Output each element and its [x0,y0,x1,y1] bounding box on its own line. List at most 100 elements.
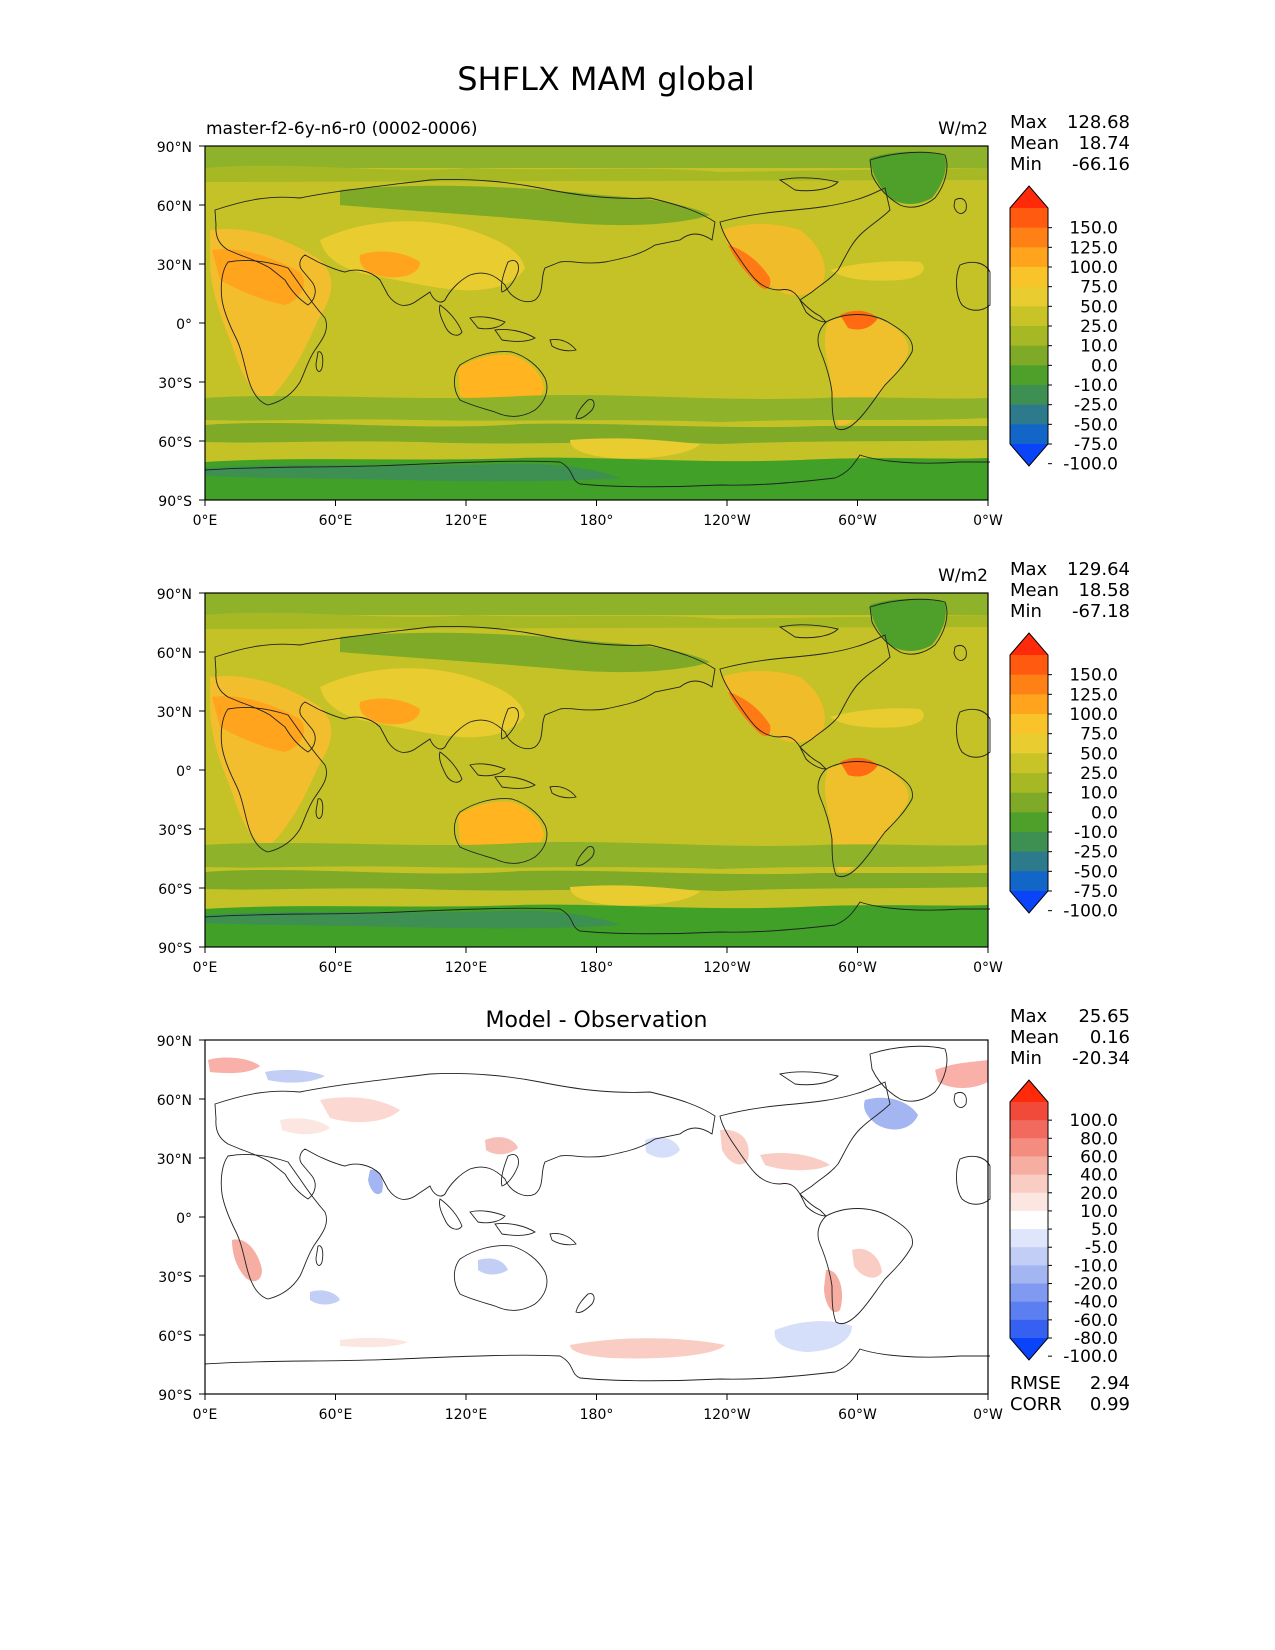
colorbar-cell [1010,1229,1048,1248]
colorbar-tick-label: 25.0 [1080,317,1118,337]
colorbar-tick-label: 100.0 [1069,1111,1118,1131]
colorbar-tick-label: 0.0 [1091,356,1118,376]
colorbar-tick-label: 100.0 [1069,705,1118,725]
colorbar-cell [1010,227,1048,248]
colorbar-extend-min [1010,444,1048,466]
colorbar-tick-label: 150.0 [1069,219,1118,239]
x-tick-label: 60°W [838,1407,877,1423]
colorbar-tick-label: 125.0 [1069,685,1118,705]
colorbar-tick-label: -75.0 [1074,435,1118,455]
colorbar-tick-label: 10.0 [1080,1202,1118,1222]
stat-mean-value: 18.74 [1078,133,1130,154]
colorbar-cell [1010,1301,1048,1321]
colorbar-cell [1010,792,1048,813]
colorbar-extend-max [1010,1080,1048,1102]
stat-min-value: -66.16 [1072,154,1130,175]
y-tick-label: 60°N [157,646,192,662]
stats-box: Max 128.68 Mean 18.74 Min -66.16 [1010,112,1130,175]
panel-model: master-f2-6y-n6-r0 (0002-0006) W/m2 [157,112,1130,529]
y-tick-label: 60°S [158,435,192,451]
colorbar-cell [1010,871,1048,892]
colorbar-cell [1010,1192,1048,1212]
y-axis: 90°N 60°N 30°N 0° 30°S 60°S 90°S [157,140,205,510]
colorbar-tick-label: -10.0 [1074,823,1118,843]
y-tick-label: 90°S [158,941,192,957]
colorbar-tick-label: 75.0 [1080,725,1118,745]
map-field [204,1039,991,1395]
y-tick-label: 30°S [158,376,192,392]
stat-max-value: 129.64 [1067,559,1130,580]
corr-label: CORR [1010,1394,1062,1415]
colorbar-tick-label: -10.0 [1074,1256,1118,1276]
colorbar-tick-label: -50.0 [1074,415,1118,435]
x-tick-label: 60°E [319,960,353,976]
x-tick-label: 0°E [193,513,218,529]
colorbar-cell [1010,365,1048,386]
colorbar-tick-label: 80.0 [1080,1129,1118,1149]
y-tick-label: 90°S [158,494,192,510]
x-tick-label: 180° [580,513,614,529]
colorbar-tick-label: -25.0 [1074,396,1118,416]
stats-box: Max 129.64 Mean 18.58 Min -67.18 [1010,559,1130,622]
y-tick-label: 60°S [158,882,192,898]
colorbar-tick-label: 125.0 [1069,238,1118,258]
colorbar-cell [1010,286,1048,307]
colorbar-cell [1010,1102,1048,1121]
colorbar-cell [1010,1138,1048,1157]
colorbar: 150.0125.0100.075.050.025.010.00.0-10.0-… [1009,632,1118,922]
x-tick-label: 0°W [973,1407,1003,1423]
map-field [204,145,991,501]
stat-max-value: 25.65 [1078,1006,1130,1027]
colorbar-cell [1010,1120,1048,1139]
y-tick-label: 30°N [157,258,192,274]
colorbar-tick-label: 50.0 [1080,297,1118,317]
y-tick-label: 90°N [157,587,192,603]
panel-center-title: Model - Observation [486,1008,708,1033]
colorbar-tick-label: 0.0 [1091,803,1118,823]
stat-max-label: Max [1010,1006,1048,1027]
x-tick-label: 120°E [445,960,488,976]
stat-max-label: Max [1010,559,1048,580]
stat-max-label: Max [1010,112,1048,133]
y-tick-label: 90°N [157,140,192,156]
stat-mean-value: 18.58 [1078,580,1130,601]
colorbar-cell [1010,208,1048,229]
colorbar-cell [1010,385,1048,406]
rmse-value: 2.94 [1090,1373,1130,1394]
colorbar-tick-label: 10.0 [1080,337,1118,357]
colorbar-cell [1010,1265,1048,1285]
colorbar-cell [1010,753,1048,774]
x-tick-label: 120°E [445,513,488,529]
colorbar-cell [1010,812,1048,833]
colorbar-tick-label: -100.0 [1063,455,1118,475]
colorbar-tick-label: -10.0 [1074,376,1118,396]
colorbar-extend-min [1010,1338,1048,1360]
stats-box: Max 25.65 Mean 0.16 Min -20.34 [1010,1006,1130,1069]
y-tick-label: 90°N [157,1034,192,1050]
x-axis: 0°E 60°E 120°E 180° 120°W 60°W 0°W [193,947,1003,976]
colorbar-tick-label: 5.0 [1091,1220,1118,1240]
colorbar-tick-label: -75.0 [1074,882,1118,902]
colorbar-tick-label: -25.0 [1074,843,1118,863]
x-tick-label: 0°W [973,960,1003,976]
colorbar-cell [1010,1247,1048,1266]
y-tick-label: 0° [176,764,192,780]
colorbar-cell [1010,267,1048,288]
panel-units: W/m2 [938,119,988,139]
x-tick-label: 120°W [703,960,751,976]
stat-mean-label: Mean [1010,580,1059,601]
corr-value: 0.99 [1090,1394,1130,1415]
x-tick-label: 0°E [193,960,218,976]
colorbar-extend-max [1010,633,1048,655]
colorbar-tick-label: -20.0 [1074,1275,1118,1295]
colorbar-cell [1010,773,1048,794]
colorbar-tick-label: -40.0 [1074,1293,1118,1313]
panel-left-title: master-f2-6y-n6-r0 (0002-0006) [206,119,478,139]
y-tick-label: 0° [176,1211,192,1227]
colorbar-cell [1010,1156,1048,1176]
x-axis: 0°E 60°E 120°E 180° 120°W 60°W 0°W [193,500,1003,529]
x-tick-label: 60°W [838,960,877,976]
colorbar: 150.0125.0100.075.050.025.010.00.0-10.0-… [1009,185,1118,475]
colorbar-tick-label: 40.0 [1080,1166,1118,1186]
error-stats: RMSE 2.94 CORR 0.99 [1010,1373,1130,1415]
